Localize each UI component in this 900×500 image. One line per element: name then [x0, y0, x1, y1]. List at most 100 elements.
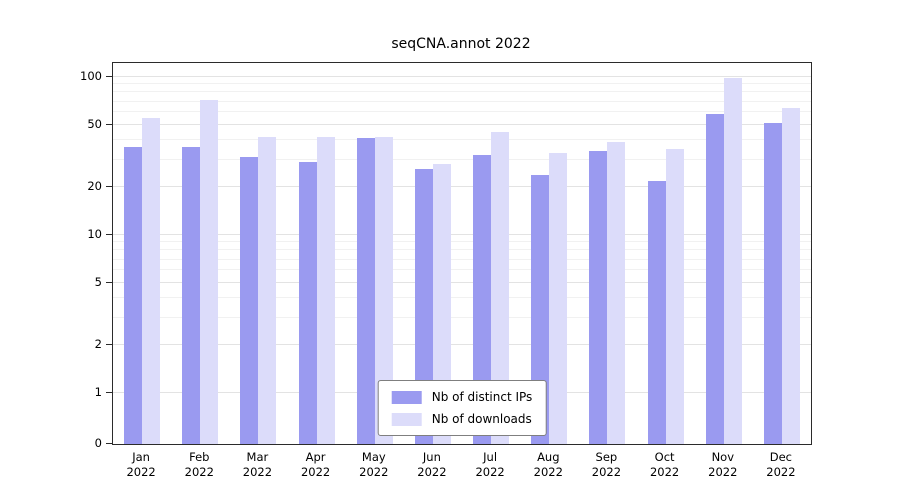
y-tick-label-100: 100 [80, 69, 102, 83]
y-tick-mark [106, 186, 112, 188]
x-tick-label-aug: Aug 2022 [518, 450, 578, 480]
year-label: 2022 [708, 465, 738, 479]
plot-area: Nb of distinct IPs Nb of downloads [112, 62, 812, 445]
year-label: 2022 [242, 465, 273, 479]
bar-downloads-aug [549, 153, 568, 444]
x-tick-label-apr: Apr 2022 [286, 450, 346, 480]
gridline-minor [113, 316, 811, 318]
legend-swatch-distinct-ips [391, 390, 422, 404]
month-label: Aug [537, 450, 560, 464]
y-tick-mark [106, 76, 112, 77]
y-tick-mark [106, 281, 112, 283]
y-tick-mark [106, 234, 112, 235]
gridline-major [113, 234, 811, 235]
x-tick-label-oct: Oct 2022 [635, 450, 695, 480]
bar-downloads-oct [665, 149, 684, 444]
legend-item-distinct-ips: Nb of distinct IPs [391, 390, 533, 404]
gridline-minor [113, 158, 811, 160]
bar-distinct-ips-feb [182, 147, 201, 444]
y-tick-label-10: 10 [87, 227, 102, 241]
y-tick-label-0: 0 [94, 436, 102, 450]
bar-downloads-may [374, 136, 393, 444]
gridline-minor [113, 296, 811, 298]
y-tick-label-1: 1 [94, 385, 102, 399]
x-tick-label-jun: Jun 2022 [402, 450, 462, 480]
x-tick-label-mar: Mar 2022 [227, 450, 287, 480]
month-label: Feb [189, 450, 210, 464]
bar-distinct-ips-sep [589, 151, 608, 444]
y-tick-mark [106, 123, 112, 125]
y-tick-label-2: 2 [94, 337, 102, 352]
gridline-minor [113, 83, 811, 85]
bar-downloads-jan [142, 118, 161, 444]
year-label: 2022 [359, 465, 389, 479]
month-label: Jun [422, 450, 441, 464]
y-tick-label-50: 50 [87, 116, 102, 131]
year-label: 2022 [126, 465, 156, 479]
month-label: Sep [595, 450, 618, 464]
bar-downloads-apr [316, 136, 335, 444]
year-label: 2022 [184, 465, 214, 479]
year-label: 2022 [300, 465, 331, 479]
year-label: 2022 [591, 465, 622, 479]
bar-distinct-ips-apr [298, 161, 317, 444]
bar-distinct-ips-mar [240, 157, 259, 444]
month-label: Apr [305, 450, 326, 464]
gridline-minor [113, 100, 811, 102]
gridline-minor [113, 258, 811, 260]
gridline-minor [113, 241, 811, 243]
gridline-major [113, 344, 811, 346]
x-tick-label-feb: Feb 2022 [169, 450, 229, 480]
bar-distinct-ips-jun [414, 169, 433, 444]
bar-distinct-ips-dec [763, 123, 782, 444]
x-tick-label-nov: Nov 2022 [693, 450, 753, 480]
month-label: Nov [711, 450, 735, 464]
bar-downloads-feb [200, 99, 219, 444]
y-tick-label-20: 20 [87, 179, 102, 194]
gridline-minor [113, 91, 811, 93]
legend: Nb of distinct IPs Nb of downloads [377, 380, 547, 436]
month-label: Mar [246, 450, 269, 464]
month-label: Jul [483, 450, 498, 464]
gridline-major [113, 281, 811, 283]
month-label: Jan [132, 450, 150, 464]
bar-downloads-jun [432, 164, 451, 444]
bar-distinct-ips-aug [531, 174, 550, 444]
month-label: Oct [654, 450, 675, 464]
gridline-minor [113, 249, 811, 251]
bar-distinct-ips-jul [473, 155, 492, 444]
chart-title: seqCNA.annot 2022 [391, 36, 531, 52]
legend-label-distinct-ips: Nb of distinct IPs [431, 390, 533, 404]
gridline-minor [113, 269, 811, 271]
x-tick-label-sep: Sep 2022 [576, 450, 636, 480]
y-tick-mark [106, 344, 112, 346]
legend-item-downloads: Nb of downloads [391, 412, 533, 426]
bar-downloads-nov [723, 78, 742, 444]
gridline-major [113, 186, 811, 188]
x-tick-label-dec: Dec 2022 [751, 450, 811, 480]
bar-downloads-mar [258, 136, 277, 444]
year-label: 2022 [649, 465, 680, 479]
year-label: 2022 [533, 465, 563, 479]
year-label: 2022 [766, 465, 796, 479]
x-tick-label-jul: Jul 2022 [460, 450, 520, 480]
bar-distinct-ips-oct [647, 180, 666, 444]
bar-downloads-jul [491, 131, 510, 444]
x-tick-label-may: May 2022 [344, 450, 404, 480]
legend-swatch-downloads [391, 412, 422, 426]
gridline-major [113, 76, 811, 77]
y-tick-mark [106, 392, 112, 393]
legend-label-downloads: Nb of downloads [431, 412, 532, 426]
bar-distinct-ips-jan [124, 147, 143, 444]
month-label: May [361, 450, 386, 464]
bar-downloads-dec [781, 107, 800, 444]
gridline-minor [113, 138, 811, 140]
gridline-minor [113, 111, 811, 113]
x-tick-label-jan: Jan 2022 [111, 450, 171, 480]
y-tick-label-5: 5 [94, 274, 102, 289]
year-label: 2022 [475, 465, 505, 479]
month-label: Dec [769, 450, 793, 464]
bar-distinct-ips-may [356, 138, 375, 444]
bar-distinct-ips-nov [705, 114, 724, 444]
